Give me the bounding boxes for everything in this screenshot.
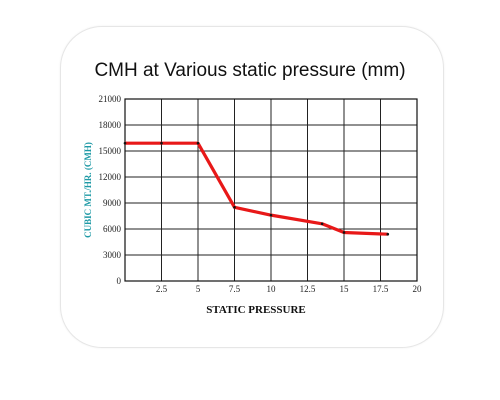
chart-series	[123, 141, 390, 236]
data-point	[386, 232, 390, 236]
y-axis-label: CUBIC MT./HR. (CMH)	[83, 142, 93, 238]
y-tick-label: 15000	[99, 146, 122, 156]
series-line	[125, 141, 388, 236]
x-tick-label: 2.5	[156, 284, 168, 294]
x-tick-label: 5	[196, 284, 201, 294]
y-tick-label: 18000	[99, 120, 122, 130]
chart-grid	[124, 98, 418, 282]
x-tick-label: 15	[340, 284, 350, 294]
chart-title: CMH at Various static pressure (mm)	[94, 60, 406, 81]
data-point	[269, 213, 273, 217]
x-tick-label: 20	[413, 284, 423, 294]
data-point	[160, 141, 163, 145]
x-axis-label: STATIC PRESSURE	[206, 304, 306, 316]
data-point	[320, 222, 324, 226]
x-tick-label: 17.5	[373, 284, 389, 294]
x-tick-label: 7.5	[229, 284, 241, 294]
chart-axes: 2.5 5 7.5 10 12.5 15 17.5 20 21000 18000 15000 1200…	[99, 94, 423, 294]
x-tick-label: 10	[267, 284, 277, 294]
y-tick-label: 0	[117, 276, 122, 286]
x-tick-label: 12.5	[300, 284, 316, 294]
y-tick-label: 9000	[103, 198, 122, 208]
data-point	[233, 206, 236, 209]
y-tick-label: 6000	[103, 224, 122, 234]
data-point	[196, 141, 200, 145]
data-point	[123, 141, 127, 145]
data-point	[342, 231, 346, 234]
y-tick-label: 12000	[99, 172, 122, 182]
y-tick-label: 3000	[103, 250, 122, 260]
y-tick-label: 21000	[99, 94, 122, 104]
plot-frame	[124, 98, 418, 282]
